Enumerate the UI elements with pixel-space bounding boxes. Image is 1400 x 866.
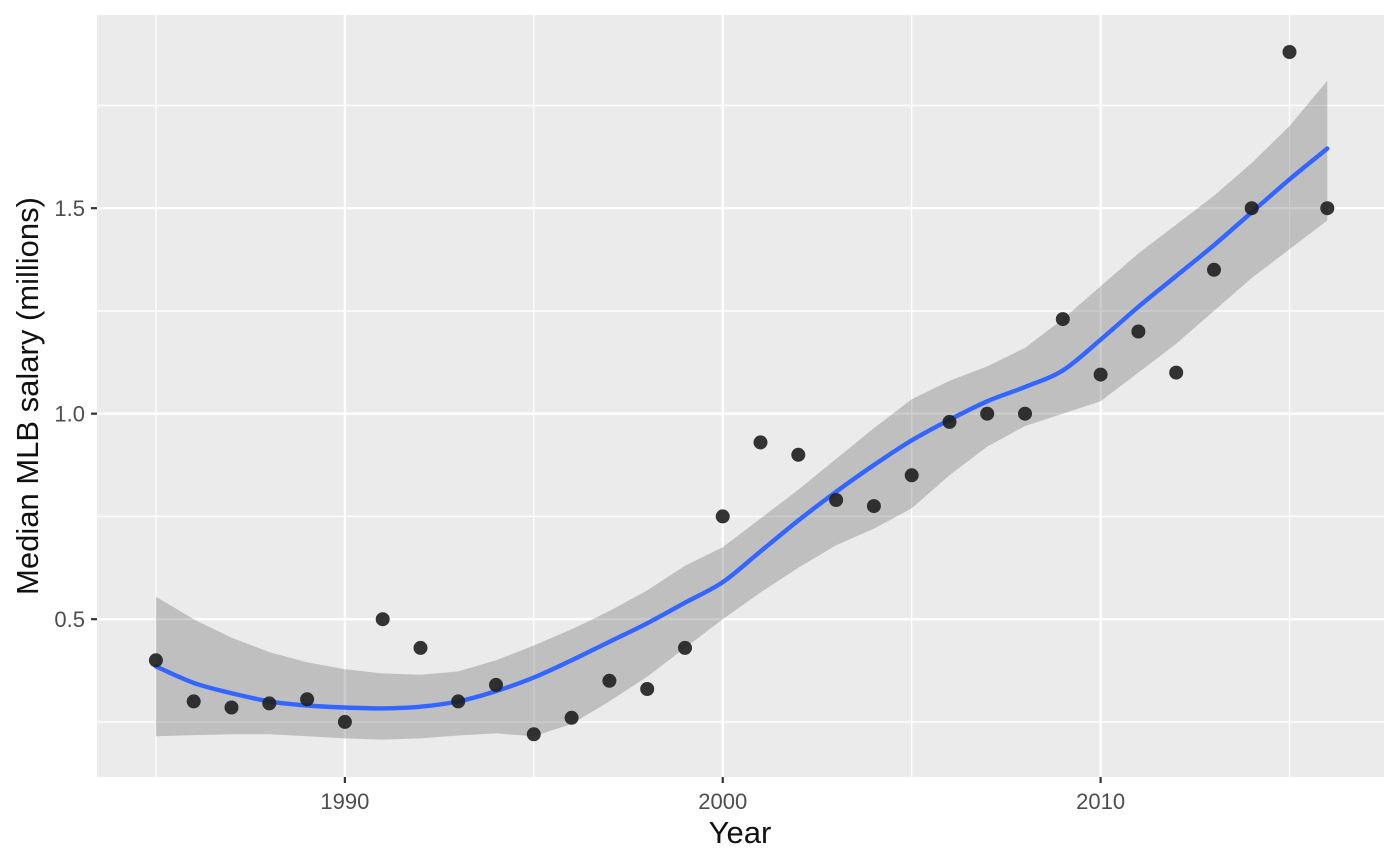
smooth-line-layer	[153, 146, 1330, 711]
x-tick-label-1990: 1990	[320, 789, 369, 814]
data-point-2009	[1055, 312, 1070, 327]
y-tick-label-0.5: 0.5	[54, 607, 85, 632]
data-point-1997	[602, 673, 617, 688]
data-point-1988	[262, 696, 277, 711]
data-point-1996	[564, 710, 579, 725]
data-point-2015	[1282, 45, 1297, 59]
data-point-1993	[451, 694, 466, 709]
y-tick-label-1: 1.0	[54, 402, 85, 427]
data-point-2005	[904, 468, 919, 483]
confidence-ribbon	[155, 80, 1328, 740]
data-point-2000	[715, 509, 730, 524]
x-axis-title: Year	[709, 815, 772, 850]
data-point-1986	[186, 694, 201, 709]
data-point-2012	[1169, 365, 1184, 380]
y-axis-title: Median MLB salary (millions)	[10, 197, 45, 595]
data-points-layer	[148, 45, 1335, 742]
data-point-2006	[942, 414, 957, 429]
data-point-2007	[980, 406, 995, 421]
data-point-1989	[300, 692, 315, 707]
data-point-2003	[829, 493, 844, 507]
major-gridlines	[97, 15, 1384, 777]
data-point-1987	[224, 700, 239, 715]
data-point-1991	[375, 612, 390, 627]
confidence-ribbon-layer	[155, 80, 1328, 740]
data-point-2016	[1320, 201, 1335, 216]
data-point-2004	[866, 499, 881, 514]
data-point-1992	[413, 640, 428, 655]
data-point-1995	[526, 727, 541, 742]
x-tick-label-2010: 2010	[1076, 789, 1125, 814]
data-point-2013	[1207, 262, 1221, 277]
data-point-2008	[1018, 406, 1032, 421]
data-point-1990	[337, 714, 352, 729]
axis-tick-labels: 1990 2000 2010 0.5 1.0 1.5	[54, 196, 1125, 814]
axis-ticks	[91, 207, 1102, 783]
y-tick-label-1.5: 1.5	[54, 196, 85, 221]
smooth-line	[153, 146, 1330, 711]
minor-gridlines	[97, 15, 1384, 777]
data-point-1998	[640, 682, 655, 696]
plot-panel	[97, 15, 1384, 777]
data-point-2014	[1244, 201, 1259, 216]
data-point-1994	[489, 677, 503, 692]
data-point-2011	[1131, 324, 1146, 339]
data-point-1985	[148, 653, 163, 668]
data-point-2010	[1093, 367, 1108, 382]
data-point-1999	[678, 640, 692, 655]
data-point-2001	[753, 435, 768, 450]
data-point-2002	[791, 447, 806, 462]
x-tick-label-2000: 2000	[698, 789, 747, 814]
